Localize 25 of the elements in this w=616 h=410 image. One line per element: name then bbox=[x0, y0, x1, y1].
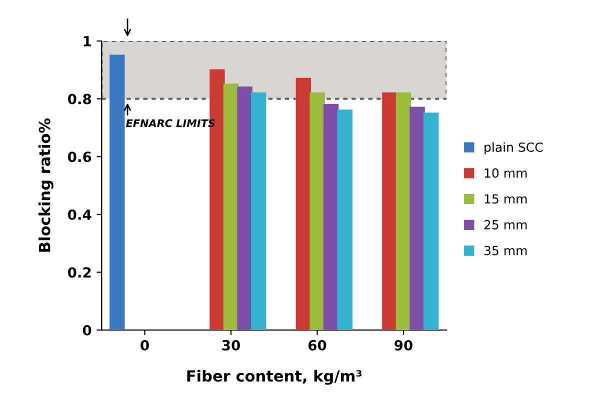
y-tick-label: 0.6 bbox=[68, 152, 92, 162]
bar bbox=[423, 112, 439, 330]
bar bbox=[410, 106, 425, 330]
x-axis-title: Fiber content, kg/m³ bbox=[187, 370, 362, 385]
x-tick-label: 60 bbox=[308, 340, 326, 351]
bar bbox=[110, 54, 125, 330]
bar bbox=[382, 92, 398, 330]
y-tick-label: 0.8 bbox=[68, 94, 92, 104]
x-tick-label: 90 bbox=[394, 340, 412, 351]
y-tick-label: 1 bbox=[84, 36, 91, 46]
bar bbox=[251, 92, 266, 330]
legend-label: 35 mm bbox=[484, 246, 527, 256]
legend-label: 10 mm bbox=[484, 168, 527, 178]
legend-label: 25 mm bbox=[484, 220, 527, 230]
legend-label: plain SCC bbox=[484, 142, 543, 154]
y-tick-label: 0.2 bbox=[68, 267, 91, 278]
legend-label: 15 mm bbox=[484, 194, 527, 204]
y-axis-title: Blocking ratio% bbox=[38, 118, 54, 252]
bar bbox=[310, 92, 325, 330]
y-tick-label: 0 bbox=[82, 325, 92, 336]
y-tick-label: 0.4 bbox=[68, 209, 92, 220]
x-tick-label: 30 bbox=[222, 340, 240, 351]
bar bbox=[237, 86, 252, 330]
x-tick-label: 0 bbox=[140, 340, 149, 351]
bar bbox=[337, 110, 352, 330]
